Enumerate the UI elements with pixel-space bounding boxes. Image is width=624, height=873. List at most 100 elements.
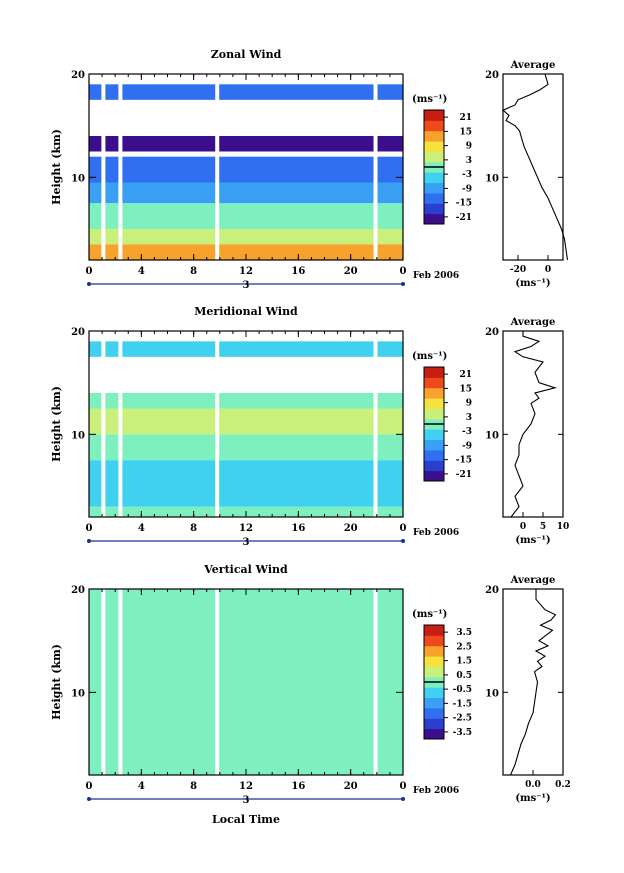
- heatmap-layer: [89, 156, 403, 183]
- heatmap-layer: [89, 434, 403, 461]
- y-tick-label: 20: [71, 327, 85, 338]
- average-x-tick-label: 0: [520, 522, 526, 532]
- colorbar-tick-label: 1.5: [456, 657, 472, 667]
- colorbar-tick-label: 21: [459, 113, 472, 123]
- average-y-tick-label: 10: [485, 688, 499, 699]
- date-label: Feb 2006: [413, 271, 459, 281]
- colorbar-unit: (ms⁻¹): [412, 351, 447, 362]
- heatmap-layer: [89, 84, 403, 100]
- day-label: 3: [243, 537, 250, 548]
- heatmap-layer: [89, 589, 403, 775]
- x-tick-label: 16: [291, 266, 305, 277]
- colorbar-segment: [424, 460, 444, 472]
- x-tick-label: 4: [138, 781, 145, 792]
- colorbar-segment: [424, 203, 444, 215]
- colorbar-tick-label: -0.5: [453, 685, 472, 695]
- heatmap-layer: [89, 136, 403, 152]
- average-unit: (ms⁻¹): [515, 278, 550, 289]
- average-frame: [502, 330, 564, 518]
- day-label: 3: [243, 280, 250, 291]
- data-gap: [101, 589, 106, 775]
- average-y-tick-label: 20: [485, 327, 499, 338]
- average-y-tick-label: 20: [485, 70, 499, 81]
- x-tick-label: 16: [291, 781, 305, 792]
- date-label: Feb 2006: [413, 786, 459, 796]
- average-unit: (ms⁻¹): [515, 793, 550, 804]
- heatmap-layer: [89, 244, 403, 260]
- x-tick-label: 4: [138, 523, 145, 534]
- colorbar-segment: [424, 367, 444, 378]
- colorbar-segment: [424, 151, 444, 163]
- heatmap-layer: [89, 408, 403, 435]
- x-tick-label: 0: [86, 266, 93, 277]
- colorbar-segment: [424, 408, 444, 420]
- average-title: Average: [510, 575, 556, 586]
- colorbar-tick-label: -3: [462, 427, 472, 437]
- y-axis-label: Height (km): [50, 129, 63, 205]
- x-tick-label: 0: [400, 266, 407, 277]
- average-x-tick-label: 10: [557, 522, 570, 532]
- x-tick-label: 4: [138, 266, 145, 277]
- y-tick-label: 20: [71, 70, 85, 81]
- colorbar-tick-label: -15: [456, 456, 472, 466]
- data-gap: [215, 331, 220, 517]
- colorbar-tick-label: -15: [456, 199, 472, 209]
- day-axis-marker: [87, 282, 91, 286]
- colorbar-segment: [424, 697, 444, 709]
- heatmap-layer: [89, 341, 403, 357]
- colorbar-segment: [424, 429, 444, 441]
- heatmap-layer: [89, 182, 403, 204]
- heatmap-layer: [89, 393, 403, 409]
- colorbar-segment: [424, 645, 444, 657]
- x-tick-label: 0: [400, 781, 407, 792]
- colorbar-segment: [424, 172, 444, 184]
- data-gap: [215, 74, 220, 260]
- data-gap: [373, 74, 378, 260]
- colorbar-tick-label: -3: [462, 170, 472, 180]
- average-frame: [502, 73, 564, 261]
- day-axis-marker: [87, 797, 91, 801]
- heatmap-layer: [89, 486, 403, 507]
- date-label: Feb 2006: [413, 528, 459, 538]
- average-y-tick-label: 10: [485, 430, 499, 441]
- day-axis-marker: [87, 539, 91, 543]
- day-axis-marker: [401, 797, 405, 801]
- average-x-tick-label: 0: [545, 265, 551, 275]
- average-y-tick-label: 20: [485, 585, 499, 596]
- x-tick-label: 0: [86, 781, 93, 792]
- heatmap-layer: [89, 460, 403, 486]
- colorbar-segment: [424, 439, 444, 451]
- y-tick-label: 10: [71, 173, 85, 184]
- average-x-tick-label: -20: [510, 265, 526, 275]
- y-tick-label: 10: [71, 430, 85, 441]
- colorbar-tick-label: 15: [459, 384, 472, 394]
- average-unit: (ms⁻¹): [515, 535, 550, 546]
- colorbar-segment: [424, 398, 444, 409]
- colorbar-segment: [424, 625, 444, 636]
- data-gap: [373, 331, 378, 517]
- average-profile-line: [510, 331, 557, 518]
- colorbar-segment: [424, 141, 444, 152]
- data-gap: [118, 589, 123, 775]
- x-tick-label: 12: [239, 266, 253, 277]
- colorbar-segment: [424, 656, 444, 667]
- x-axis-label: Local Time: [212, 813, 280, 826]
- colorbar-segment: [424, 707, 444, 719]
- colorbar-segment: [424, 449, 444, 461]
- data-gap: [118, 331, 123, 517]
- colorbar-tick-label: 15: [459, 127, 472, 137]
- y-axis-label: Height (km): [50, 644, 63, 720]
- average-x-tick-label: 5: [540, 522, 546, 532]
- x-tick-label: 8: [190, 266, 197, 277]
- x-tick-label: 0: [400, 523, 407, 534]
- colorbar-tick-label: 9: [466, 142, 472, 152]
- y-tick-label: 10: [71, 688, 85, 699]
- colorbar-tick-label: -1.5: [453, 699, 472, 709]
- average-x-tick-label: 0.0: [525, 780, 541, 790]
- colorbar-segment: [424, 213, 444, 225]
- day-label: 3: [243, 795, 250, 806]
- colorbar-unit: (ms⁻¹): [412, 609, 447, 620]
- x-tick-label: 8: [190, 781, 197, 792]
- colorbar-tick-label: -21: [456, 213, 472, 223]
